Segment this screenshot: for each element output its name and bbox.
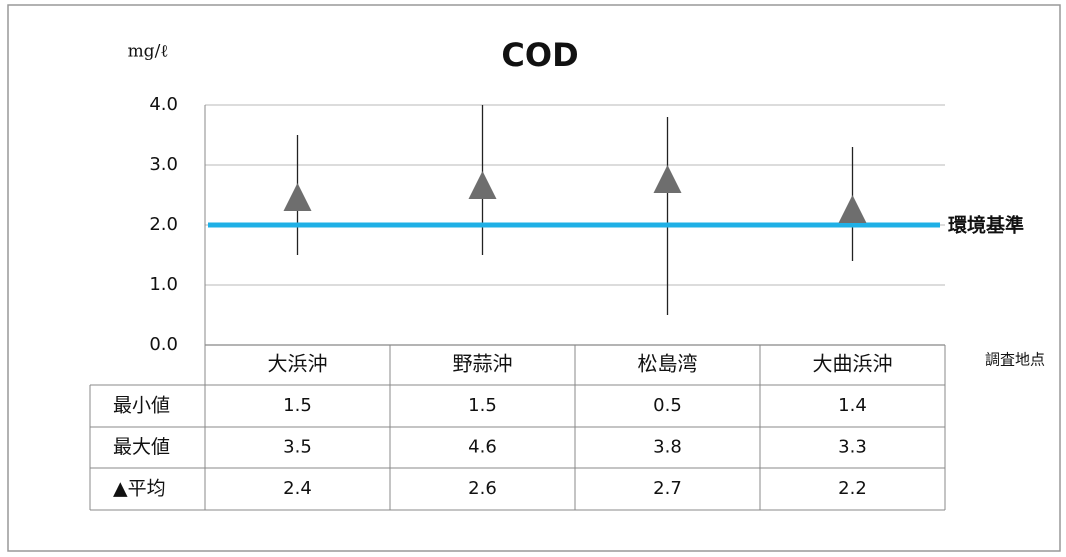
table-cell: 3.3 bbox=[838, 437, 867, 458]
y-tick-label: 0.0 bbox=[149, 334, 178, 355]
y-tick-label: 4.0 bbox=[149, 94, 178, 115]
table-cell: 3.8 bbox=[653, 437, 682, 458]
reference-label: 環境基準 bbox=[948, 214, 1024, 237]
average-marker bbox=[468, 171, 497, 199]
table-cell: 2.2 bbox=[838, 478, 867, 499]
table-cell: 1.4 bbox=[838, 395, 867, 416]
table-cell: 2.6 bbox=[468, 478, 497, 499]
y-tick-label: 2.0 bbox=[149, 214, 178, 235]
y-tick-label: 3.0 bbox=[149, 154, 178, 175]
row-header: 最大値 bbox=[113, 436, 170, 458]
table-cell: 2.7 bbox=[653, 478, 682, 499]
row-header: ▲平均 bbox=[113, 478, 166, 500]
average-marker bbox=[653, 165, 682, 193]
table-cell: 1.5 bbox=[468, 395, 497, 416]
x-tick-label: 大浜沖 bbox=[268, 352, 328, 376]
table-cell: 2.4 bbox=[283, 478, 312, 499]
average-marker bbox=[283, 183, 312, 211]
x-tick-label: 松島湾 bbox=[638, 352, 698, 376]
chart-frame bbox=[7, 4, 1061, 552]
x-tick-label: 大曲浜沖 bbox=[813, 352, 893, 376]
row-header: 最小値 bbox=[113, 395, 170, 417]
table-cell: 4.6 bbox=[468, 437, 497, 458]
x-axis-label: 調査地点 bbox=[985, 351, 1045, 369]
table-cell: 3.5 bbox=[283, 437, 312, 458]
x-tick-label: 野蒜沖 bbox=[453, 352, 513, 376]
table-cell: 1.5 bbox=[283, 395, 312, 416]
table-cell: 0.5 bbox=[653, 395, 682, 416]
y-axis-label: mg/ℓ bbox=[128, 42, 169, 62]
chart-title: COD bbox=[501, 36, 578, 74]
y-tick-label: 1.0 bbox=[149, 274, 178, 295]
average-marker bbox=[838, 195, 867, 223]
